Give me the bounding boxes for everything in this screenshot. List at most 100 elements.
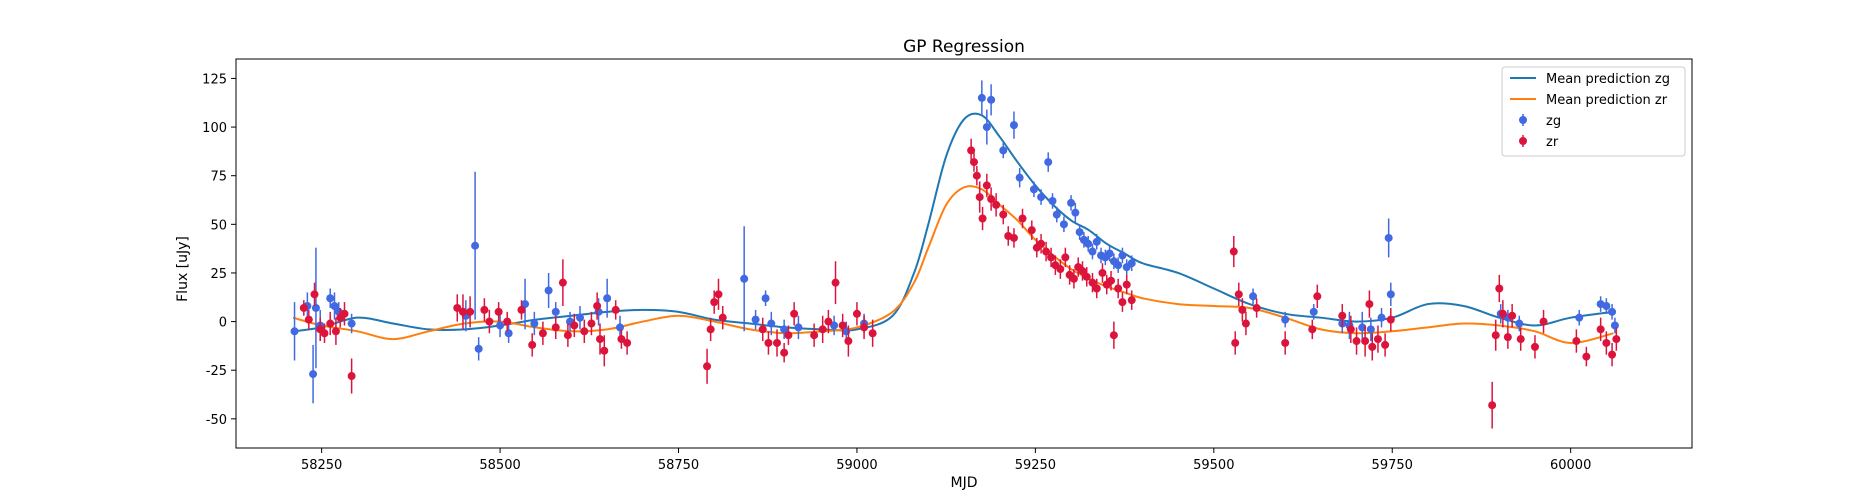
zr-point — [1582, 346, 1591, 367]
zg-point — [982, 109, 991, 145]
zg-marker — [1052, 210, 1061, 219]
zr-point — [1047, 247, 1056, 268]
legend-label-mean-zg: Mean prediction zg — [1546, 72, 1670, 87]
zg-point — [521, 278, 530, 330]
x-axis-ticks: 58250 58500 58750 59000 59250 59500 59750 60000 — [301, 448, 1591, 473]
zr-marker — [1361, 337, 1370, 346]
zg-marker — [347, 319, 356, 328]
zg-marker — [830, 321, 839, 330]
zg-point — [1249, 288, 1258, 305]
zr-marker — [304, 315, 313, 324]
zr-marker — [587, 319, 596, 328]
zg-marker — [1608, 307, 1617, 316]
zr-point — [764, 331, 773, 355]
zr-point — [1346, 315, 1355, 343]
zr-point — [1127, 290, 1136, 310]
zr-point — [773, 329, 782, 357]
zg-point — [1281, 311, 1290, 328]
x-tick-label: 59500 — [1193, 458, 1234, 473]
zg-marker — [1105, 249, 1114, 258]
zr-marker — [1503, 333, 1512, 342]
zr-marker — [517, 305, 526, 314]
zg-point — [1608, 304, 1617, 320]
zr-marker — [1229, 247, 1238, 256]
y-tick-label: 75 — [210, 170, 227, 185]
zg-marker — [330, 302, 339, 311]
zr-marker — [1386, 315, 1395, 324]
zg-marker — [1029, 185, 1038, 194]
zg-marker — [1084, 239, 1093, 248]
zg-marker — [615, 323, 624, 332]
zr-point — [1082, 267, 1091, 287]
zg-point — [1067, 195, 1076, 211]
zr-point — [1498, 300, 1507, 328]
zr-point — [972, 165, 981, 186]
zr-marker — [758, 325, 767, 334]
zg-marker — [1515, 319, 1524, 328]
zr-marker — [1009, 233, 1018, 242]
zr-marker — [480, 305, 489, 314]
zr-point — [1361, 325, 1370, 357]
zr-marker — [1234, 290, 1243, 299]
zr-point — [1098, 263, 1107, 283]
zg-point — [1037, 189, 1046, 205]
zr-point — [480, 298, 489, 322]
zr-point — [992, 193, 1001, 217]
zg-marker — [794, 323, 803, 332]
zr-point — [1234, 282, 1243, 307]
mean-prediction-zg-line — [292, 112, 1614, 333]
zr-point — [528, 333, 537, 357]
zg-marker — [740, 274, 749, 283]
zr-marker — [347, 372, 356, 381]
zr-marker — [1078, 267, 1087, 276]
zg-point — [471, 171, 480, 320]
zg-point — [1088, 243, 1097, 260]
zg-point — [1105, 245, 1114, 262]
zg-point — [309, 344, 318, 404]
zr-marker — [1495, 284, 1504, 293]
zr-marker — [1308, 325, 1317, 334]
zg-point — [977, 80, 986, 116]
zg-point — [740, 226, 749, 332]
zr-marker — [538, 329, 547, 338]
zg-point — [474, 337, 483, 361]
zr-marker — [1612, 335, 1621, 344]
zr-point — [1056, 259, 1065, 279]
zr-point — [466, 296, 475, 328]
zr-point — [810, 323, 819, 347]
zg-point — [1602, 298, 1611, 314]
zr-marker — [831, 278, 840, 287]
zr-point — [1018, 208, 1027, 229]
zr-marker — [593, 302, 602, 311]
zr-point — [1612, 327, 1621, 351]
zr-marker — [1608, 350, 1617, 359]
zg-point — [1345, 311, 1354, 340]
zg-point — [1610, 317, 1619, 334]
zr-marker — [340, 309, 349, 318]
zr-point — [1386, 307, 1395, 332]
zr-point — [1281, 331, 1290, 355]
zr-point — [1373, 325, 1382, 353]
zr-point — [1539, 309, 1548, 334]
zr-marker — [987, 195, 996, 204]
zg-marker — [1044, 158, 1053, 167]
zr-point — [1488, 381, 1497, 429]
zg-marker — [780, 325, 789, 334]
lines-layer — [292, 112, 1614, 344]
zr-point — [844, 325, 853, 357]
zr-marker — [580, 327, 589, 336]
zr-point — [299, 300, 308, 316]
y-tick-label: -50 — [206, 413, 227, 428]
zr-point — [1229, 235, 1238, 268]
zr-marker — [485, 317, 494, 326]
zr-marker — [1596, 325, 1605, 334]
zr-point — [600, 335, 609, 367]
y-tick-label: 25 — [210, 267, 227, 282]
zr-marker — [563, 331, 572, 340]
zr-marker — [611, 305, 620, 314]
zg-point — [1114, 257, 1123, 273]
zr-point — [1352, 327, 1361, 355]
plot-frame — [235, 58, 1693, 449]
zr-marker — [1042, 247, 1051, 256]
